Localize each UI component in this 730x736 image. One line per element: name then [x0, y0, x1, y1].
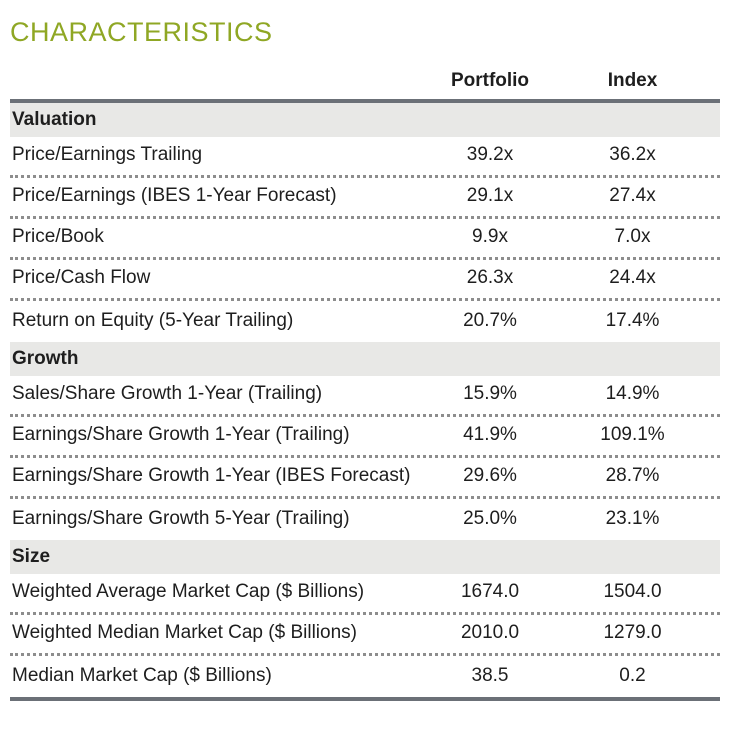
table-row: Price/Book 9.9x 7.0x	[10, 219, 720, 260]
index-value: 109.1%	[600, 424, 665, 446]
index-value: 0.2	[619, 664, 646, 686]
index-value: 36.2x	[609, 144, 656, 166]
portfolio-value: 2010.0	[460, 622, 520, 644]
index-value: 24.4x	[609, 267, 656, 289]
row-label: Sales/Share Growth 1-Year (Trailing)	[12, 383, 323, 405]
index-value: 23.1%	[605, 507, 660, 529]
portfolio-value: 25.0%	[463, 507, 517, 529]
row-label: Return on Equity (5-Year Trailing)	[12, 309, 294, 331]
row-label: Earnings/Share Growth 5-Year (Trailing)	[12, 507, 350, 529]
section-rows-growth: Sales/Share Growth 1-Year (Trailing) 15.…	[10, 376, 720, 540]
portfolio-value: 29.6%	[463, 465, 517, 487]
row-label: Price/Book	[12, 226, 104, 248]
index-value: 1279.0	[603, 622, 662, 644]
row-label: Weighted Median Market Cap ($ Billions)	[12, 622, 357, 644]
row-label: Price/Earnings (IBES 1-Year Forecast)	[12, 185, 337, 207]
table-row: Earnings/Share Growth 1-Year (IBES Forec…	[10, 458, 720, 499]
table-row: Earnings/Share Growth 5-Year (Trailing) …	[10, 499, 720, 540]
table-body: Valuation Price/Earnings Trailing 39.2x …	[10, 98, 720, 701]
section-header-valuation: Valuation	[10, 102, 720, 137]
characteristics-table: Portfolio Index Valuation Price/Earnings…	[10, 70, 720, 701]
index-value: 7.0x	[614, 226, 651, 248]
index-value: 27.4x	[609, 185, 656, 207]
section-header-growth: Growth	[10, 341, 720, 376]
page-title: CHARACTERISTICS	[10, 17, 273, 47]
portfolio-value: 1674.0	[460, 581, 520, 603]
row-label: Price/Cash Flow	[12, 267, 151, 289]
index-value: 1504.0	[603, 581, 662, 603]
table-row: Weighted Average Market Cap ($ Billions)…	[10, 574, 720, 615]
row-label: Price/Earnings Trailing	[12, 144, 203, 166]
table-row: Sales/Share Growth 1-Year (Trailing) 15.…	[10, 376, 720, 417]
index-value: 14.9%	[605, 383, 660, 405]
portfolio-value: 38.5	[471, 664, 509, 686]
characteristics-page: CHARACTERISTICS Portfolio Index Valuatio…	[10, 17, 720, 701]
portfolio-value: 39.2x	[466, 144, 514, 166]
portfolio-value: 9.9x	[472, 226, 508, 248]
index-value: 28.7%	[605, 465, 660, 487]
row-label: Median Market Cap ($ Billions)	[12, 664, 272, 686]
portfolio-value: 20.7%	[463, 309, 517, 331]
index-value: 17.4%	[605, 309, 660, 331]
row-label: Weighted Average Market Cap ($ Billions)	[12, 581, 365, 603]
portfolio-value: 41.9%	[463, 424, 517, 446]
table-row: Median Market Cap ($ Billions) 38.5 0.2	[10, 656, 720, 697]
portfolio-value: 15.9%	[463, 383, 517, 405]
portfolio-value: 26.3x	[466, 267, 514, 289]
row-label: Earnings/Share Growth 1-Year (Trailing)	[12, 424, 350, 446]
column-headers: Portfolio Index	[10, 70, 720, 99]
section-rows-valuation: Price/Earnings Trailing 39.2x 36.2x Pric…	[10, 137, 720, 342]
section-header-size: Size	[10, 539, 720, 574]
column-header-portfolio: Portfolio	[450, 69, 530, 91]
section-rows-size: Weighted Average Market Cap ($ Billions)…	[10, 574, 720, 697]
row-label: Earnings/Share Growth 1-Year (IBES Forec…	[12, 465, 411, 487]
portfolio-value: 29.1x	[466, 185, 514, 207]
table-row: Price/Earnings (IBES 1-Year Forecast) 29…	[10, 178, 720, 219]
table-row: Earnings/Share Growth 1-Year (Trailing) …	[10, 417, 720, 458]
table-row: Weighted Median Market Cap ($ Billions) …	[10, 615, 720, 656]
column-header-index: Index	[607, 69, 658, 91]
table-row: Price/Earnings Trailing 39.2x 36.2x	[10, 137, 720, 178]
table-row: Return on Equity (5-Year Trailing) 20.7%…	[10, 301, 720, 342]
table-row: Price/Cash Flow 26.3x 24.4x	[10, 260, 720, 301]
